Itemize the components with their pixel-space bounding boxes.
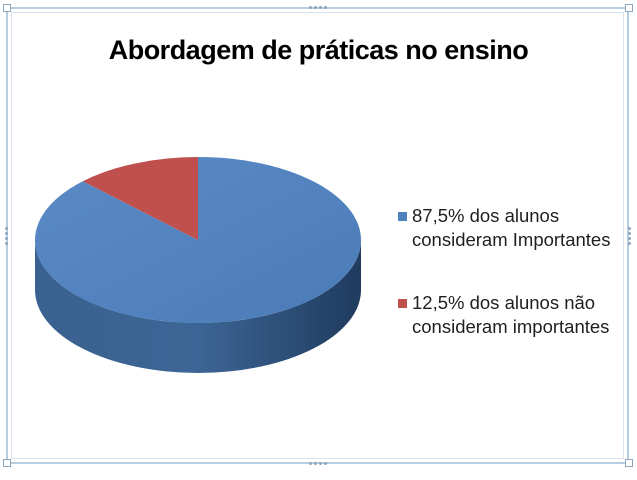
resize-handle-bottom-left[interactable] xyxy=(3,459,11,467)
legend-swatch-blue xyxy=(398,212,407,221)
resize-handle-left[interactable] xyxy=(3,225,9,247)
chart-legend: 87,5% dos alunos consideram Importantes … xyxy=(398,204,628,378)
resize-handle-bottom-right[interactable] xyxy=(625,459,633,467)
resize-handle-right[interactable] xyxy=(626,225,632,247)
legend-item-nao-importantes: 12,5% dos alunos não consideram importan… xyxy=(398,291,628,339)
resize-handle-top[interactable] xyxy=(307,4,329,10)
legend-label-line1: 12,5% dos alunos não xyxy=(412,292,596,313)
pie-slice-0 xyxy=(34,157,361,324)
pie-slice-side-0 xyxy=(35,240,361,373)
resize-handle-top-right[interactable] xyxy=(625,4,633,12)
legend-item-importantes: 87,5% dos alunos consideram Importantes xyxy=(398,204,628,252)
chart-area xyxy=(11,12,624,459)
legend-label-line2: consideram importantes xyxy=(412,316,610,337)
legend-label-line2: consideram Importantes xyxy=(412,229,611,250)
legend-swatch-red xyxy=(398,299,407,308)
legend-label-line1: 87,5% dos alunos xyxy=(412,205,560,226)
pie-slice-1 xyxy=(82,157,198,240)
chart-title: Abordagem de práticas no ensino xyxy=(108,35,529,65)
resize-handle-top-left[interactable] xyxy=(3,4,11,12)
resize-handle-bottom[interactable] xyxy=(307,460,329,466)
